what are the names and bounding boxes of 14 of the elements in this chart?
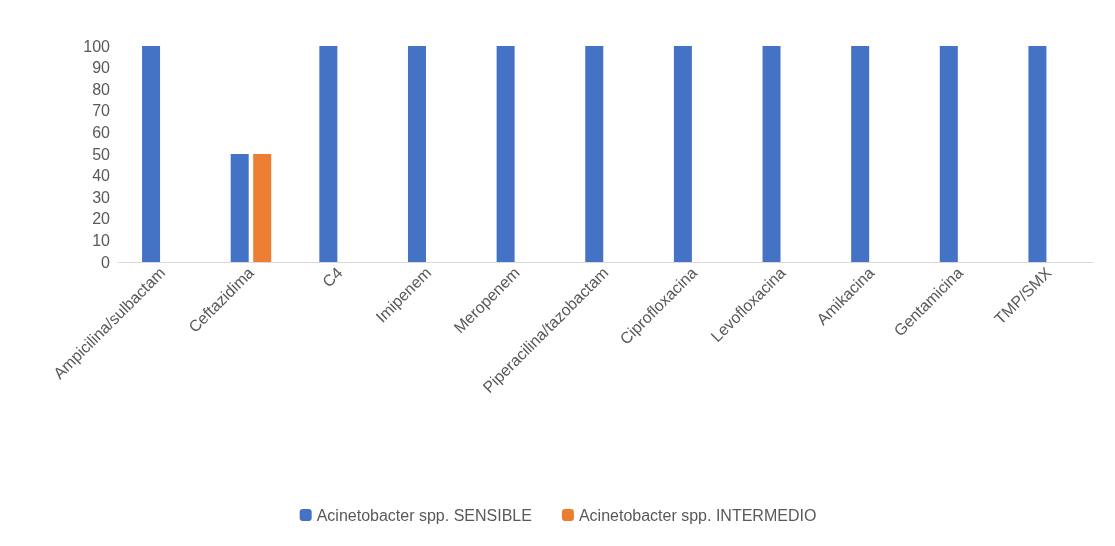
y-tick-label: 100 [83,37,111,55]
legend-label: Acinetobacter spp. INTERMEDIO [578,506,817,524]
y-tick-label: 90 [92,59,111,77]
y-tick-label: 30 [92,188,111,206]
y-tick-label: 40 [92,167,111,185]
y-tick-label: 10 [92,231,111,249]
x-tick-label: C4 [319,263,346,291]
y-tick-label: 50 [92,145,111,163]
y-tick-label: 70 [92,102,111,120]
legend-label: Acinetobacter spp. SENSIBLE [316,506,532,524]
y-tick-label: 0 [101,253,111,271]
y-tick-label: 20 [92,210,111,228]
y-tick-label: 80 [92,80,111,98]
y-tick-label: 60 [92,123,111,141]
